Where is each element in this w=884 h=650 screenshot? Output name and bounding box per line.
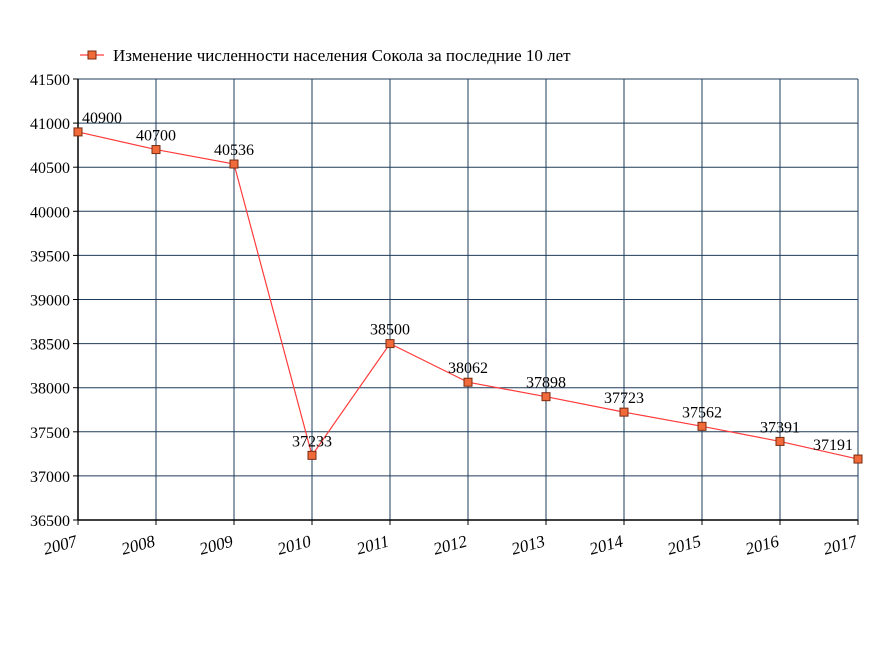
data-label: 37898: [526, 375, 566, 392]
y-tick-label: 39000: [30, 293, 70, 310]
data-point-marker: [307, 450, 317, 460]
x-axis-tick-labels: 2007 2008 2009 2010 2011 2012 2013 2014 2015 2016…: [41, 531, 860, 559]
x-tick-label: 2008: [119, 531, 157, 558]
data-point-marker: [619, 407, 629, 417]
data-point-marker: [697, 421, 707, 431]
data-point-marker: [463, 377, 473, 387]
axes: [73, 78, 859, 525]
y-tick-label: 40000: [30, 204, 70, 221]
legend: Изменение численности населения Сокола з…: [80, 46, 571, 65]
data-label: 37723: [604, 390, 644, 407]
x-tick-label: 2012: [431, 531, 469, 558]
x-tick-label: 2009: [197, 531, 235, 558]
data-point-marker: [73, 127, 83, 137]
data-label: 37233: [292, 433, 332, 450]
data-label: 38500: [370, 322, 410, 339]
legend-marker-icon: [87, 50, 97, 60]
series-markers: [73, 127, 863, 464]
x-tick-label: 2017: [821, 531, 860, 559]
y-tick-label: 41000: [30, 116, 70, 133]
y-tick-label: 37000: [30, 469, 70, 486]
x-tick-label: 2007: [41, 531, 80, 559]
y-tick-label: 38000: [30, 381, 70, 398]
data-label: 37191: [813, 437, 853, 454]
y-tick-label: 37500: [30, 425, 70, 442]
y-tick-label: 36500: [30, 513, 70, 530]
data-label: 40536: [214, 142, 254, 159]
x-tick-label: 2016: [743, 531, 781, 558]
data-labels: 40900 40700 40536 37233 38500 38062 37898 37723…: [82, 110, 853, 454]
data-point-marker: [385, 339, 395, 349]
y-tick-label: 40500: [30, 160, 70, 177]
legend-series-name: Изменение численности населения Сокола з…: [113, 46, 571, 65]
grid-lines: [77, 78, 859, 521]
data-label: 40900: [82, 110, 122, 127]
data-point-marker: [775, 436, 785, 446]
data-label: 38062: [448, 360, 488, 377]
data-point-marker: [151, 145, 161, 155]
x-tick-label: 2013: [509, 532, 547, 559]
y-axis-tick-labels: 36500 37000 37500 38000 38500 39000 39500 40000…: [30, 72, 70, 530]
x-tick-label: 2011: [354, 532, 391, 559]
data-point-marker: [541, 392, 551, 402]
x-tick-label: 2015: [665, 532, 703, 559]
data-label: 37562: [682, 404, 722, 421]
data-point-marker: [853, 454, 863, 464]
y-tick-label: 41500: [30, 72, 70, 89]
data-point-marker: [229, 159, 239, 169]
y-tick-label: 38500: [30, 337, 70, 354]
x-tick-label: 2014: [587, 531, 625, 558]
data-label: 37391: [760, 419, 800, 436]
y-tick-label: 39500: [30, 248, 70, 265]
data-label: 40700: [136, 128, 176, 145]
x-tick-label: 2010: [275, 531, 313, 558]
